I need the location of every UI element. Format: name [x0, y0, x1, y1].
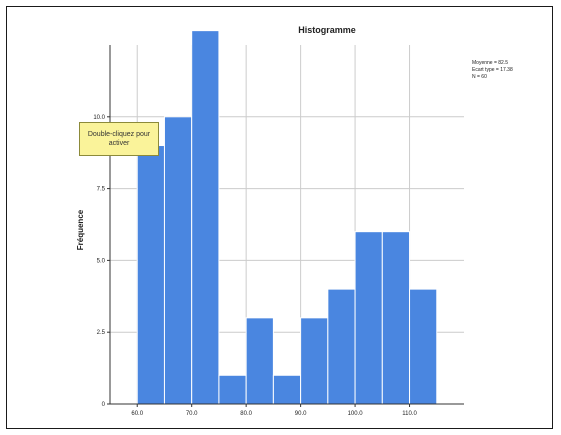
activation-tooltip[interactable]: Double-cliquez pour activer — [79, 122, 159, 156]
stat-n: N = 60 — [472, 74, 487, 80]
x-tick-label: 90.0 — [295, 411, 307, 417]
y-tick-label: 0 — [102, 402, 106, 408]
histogram-bar — [409, 288, 438, 405]
stat-std: Ecart type = 17.38 — [472, 67, 513, 73]
x-tick-label: 70.0 — [186, 411, 198, 417]
histogram-bar — [218, 374, 247, 405]
histogram-bar — [381, 231, 411, 405]
histogram-bar — [300, 317, 329, 405]
histogram-bar — [327, 288, 356, 405]
histogram-bar — [191, 30, 220, 405]
chart-frame — [6, 6, 553, 429]
histogram-bar — [354, 231, 383, 405]
y-tick-label: 5.0 — [97, 258, 106, 264]
tick-layer: 0 2.5 5.0 7.5 10.0 60.0 70.0 80.0 90.0 100.0 110.0 — [93, 115, 417, 417]
chart-title: Histogramme — [298, 25, 356, 35]
y-tick-label: 7.5 — [97, 187, 106, 193]
histogram-bar — [245, 317, 274, 405]
stats-box: Moyenne = 82.5 Ecart type = 17.38 N = 60 — [472, 60, 513, 80]
y-axis-label: Fréquence — [76, 209, 85, 250]
y-tick-label: 10.0 — [93, 115, 105, 121]
stat-mean: Moyenne = 82.5 — [472, 60, 508, 66]
y-tick-label: 2.5 — [97, 330, 106, 336]
histogram-bar — [272, 374, 302, 405]
histogram-bar — [136, 145, 165, 405]
x-tick-label: 60.0 — [131, 411, 143, 417]
histogram-bar — [163, 116, 193, 405]
x-tick-label: 110.0 — [402, 411, 417, 417]
x-tick-label: 80.0 — [240, 411, 252, 417]
tooltip-line-1: Double-cliquez pour — [87, 131, 151, 138]
bar-layer — [136, 30, 438, 405]
tooltip-line-2: activer — [108, 140, 130, 147]
x-tick-label: 100.0 — [348, 411, 364, 417]
